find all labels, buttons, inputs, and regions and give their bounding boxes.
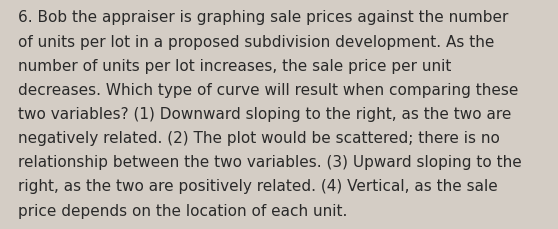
Text: of units per lot in a proposed subdivision development. As the: of units per lot in a proposed subdivisi… bbox=[18, 34, 494, 49]
Text: right, as the two are positively related. (4) Vertical, as the sale: right, as the two are positively related… bbox=[18, 179, 498, 194]
Text: decreases. Which type of curve will result when comparing these: decreases. Which type of curve will resu… bbox=[18, 82, 518, 97]
Text: relationship between the two variables. (3) Upward sloping to the: relationship between the two variables. … bbox=[18, 155, 522, 169]
Text: 6. Bob the appraiser is graphing sale prices against the number: 6. Bob the appraiser is graphing sale pr… bbox=[18, 10, 508, 25]
Text: number of units per lot increases, the sale price per unit: number of units per lot increases, the s… bbox=[18, 58, 451, 73]
Text: negatively related. (2) The plot would be scattered; there is no: negatively related. (2) The plot would b… bbox=[18, 131, 500, 145]
Text: two variables? (1) Downward sloping to the right, as the two are: two variables? (1) Downward sloping to t… bbox=[18, 106, 511, 121]
Text: price depends on the location of each unit.: price depends on the location of each un… bbox=[18, 203, 347, 218]
